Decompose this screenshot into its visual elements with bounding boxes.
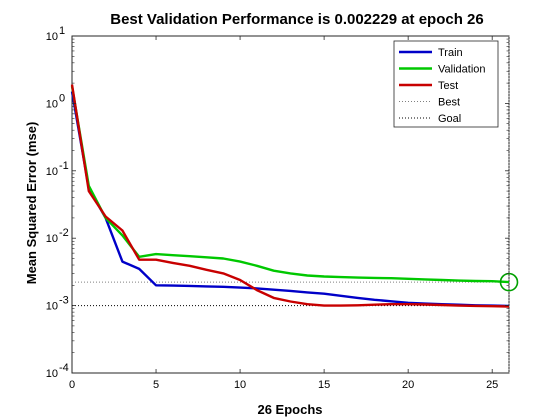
y-tick-exponent: 1: [59, 25, 65, 37]
x-tick-label: 0: [69, 379, 75, 391]
y-tick-exponent: 0: [59, 92, 65, 104]
y-tick-exponent: -2: [59, 227, 69, 239]
y-tick-label: 10: [46, 368, 58, 380]
y-tick-label: 10: [46, 166, 58, 178]
y-axis-label: Mean Squared Error (mse): [24, 122, 39, 285]
x-tick-label: 20: [402, 379, 414, 391]
y-tick-label: 10: [46, 233, 58, 245]
x-axis-label: 26 Epochs: [257, 402, 322, 417]
x-tick-label: 25: [486, 379, 498, 391]
legend: Train Validation Test Best Goal: [393, 40, 499, 128]
legend-label-validation: Validation: [438, 64, 486, 76]
series-lines: [70, 84, 510, 308]
legend-label-train: Train: [438, 47, 463, 59]
y-tick-label: 10: [46, 98, 58, 110]
series-line-validation: [70, 86, 510, 284]
reference-lines: [72, 36, 510, 373]
y-tick-exponent: -1: [59, 160, 69, 172]
legend-label-goal: Goal: [438, 113, 461, 125]
legend-label-test: Test: [438, 80, 458, 92]
x-tick-label: 5: [153, 379, 159, 391]
y-tick-label: 10: [46, 31, 58, 43]
chart-title: Best Validation Performance is 0.002229 …: [110, 11, 484, 28]
x-tick-label: 10: [234, 379, 246, 391]
y-tick-exponent: -4: [59, 362, 69, 374]
y-tick-exponent: -3: [59, 295, 69, 307]
legend-label-best: Best: [438, 97, 460, 109]
y-tick-label: 10: [46, 301, 58, 313]
x-tick-label: 15: [318, 379, 330, 391]
series-line-test: [70, 84, 510, 308]
